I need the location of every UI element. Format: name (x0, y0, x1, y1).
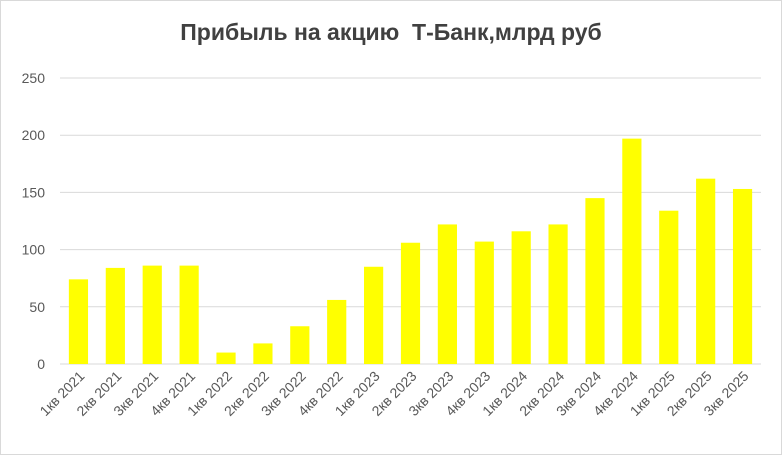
bar (179, 265, 199, 364)
bar (364, 266, 384, 364)
bar (105, 267, 125, 364)
bar (437, 224, 457, 364)
bar (474, 241, 494, 364)
bar (290, 326, 310, 364)
y-tick-label: 100 (22, 242, 46, 258)
bar (548, 224, 568, 364)
bar (68, 279, 89, 364)
bar (659, 210, 679, 364)
bar (400, 242, 421, 364)
y-tick-label: 200 (22, 127, 46, 143)
y-tick-label: 250 (22, 70, 46, 86)
bar (327, 299, 347, 364)
bar (622, 138, 642, 364)
bar (585, 198, 605, 364)
y-tick-label: 50 (29, 299, 45, 315)
bar (253, 343, 273, 364)
y-tick-label: 150 (22, 184, 46, 200)
chart-title: Прибыль на акцию Т-Банк,млрд руб (180, 19, 602, 45)
bar (696, 178, 716, 364)
bar (142, 265, 162, 364)
bar (511, 231, 531, 364)
bar (216, 352, 236, 364)
y-tick-label: 0 (37, 356, 45, 372)
bar (732, 188, 753, 364)
